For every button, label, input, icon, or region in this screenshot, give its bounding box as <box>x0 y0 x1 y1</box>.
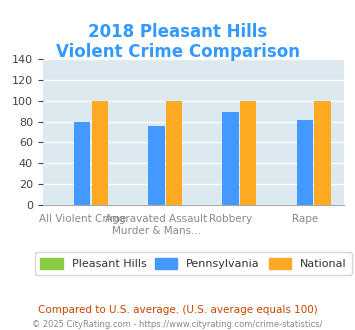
Text: 2018 Pleasant Hills: 2018 Pleasant Hills <box>88 23 267 41</box>
Bar <box>166 101 182 205</box>
Text: Violent Crime Comparison: Violent Crime Comparison <box>55 43 300 61</box>
Bar <box>222 112 239 205</box>
Text: Compared to U.S. average. (U.S. average equals 100): Compared to U.S. average. (U.S. average … <box>38 305 317 315</box>
Bar <box>92 101 108 205</box>
Bar <box>148 126 165 205</box>
Bar <box>314 101 331 205</box>
Bar <box>296 119 313 205</box>
Bar <box>240 101 257 205</box>
Legend: Pleasant Hills, Pennsylvania, National: Pleasant Hills, Pennsylvania, National <box>35 252 352 275</box>
Text: © 2025 CityRating.com - https://www.cityrating.com/crime-statistics/: © 2025 CityRating.com - https://www.city… <box>32 320 323 329</box>
Bar <box>74 122 91 205</box>
